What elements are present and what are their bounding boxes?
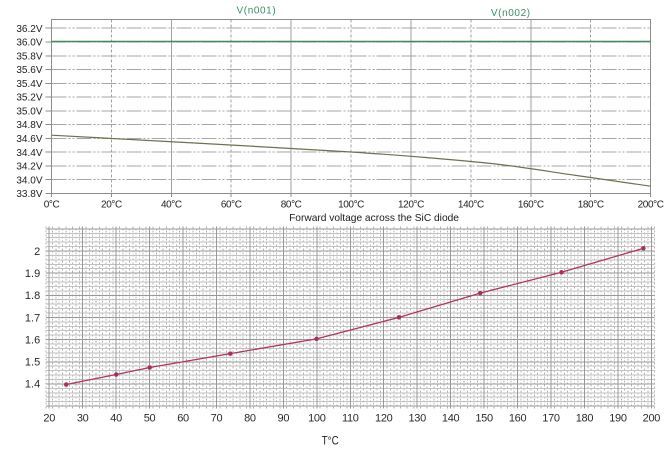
svg-text:150: 150 <box>475 413 493 425</box>
svg-text:40°C: 40°C <box>161 200 182 211</box>
svg-text:34.4V: 34.4V <box>16 148 42 159</box>
svg-text:33.8V: 33.8V <box>16 189 42 200</box>
svg-text:36.0V: 36.0V <box>16 38 42 49</box>
svg-text:100: 100 <box>308 413 326 425</box>
svg-text:35.8V: 35.8V <box>16 51 42 62</box>
svg-text:140°C: 140°C <box>458 200 484 211</box>
svg-text:1.4: 1.4 <box>25 379 40 391</box>
svg-text:T°C: T°C <box>322 435 339 448</box>
svg-text:1.6: 1.6 <box>25 334 40 346</box>
svg-text:130: 130 <box>408 413 426 425</box>
svg-text:1.8: 1.8 <box>25 290 40 302</box>
svg-text:1.9: 1.9 <box>25 268 40 280</box>
svg-text:60°C: 60°C <box>221 200 242 211</box>
svg-text:170: 170 <box>542 413 560 425</box>
svg-text:2: 2 <box>34 246 40 258</box>
svg-text:35.6V: 35.6V <box>16 65 42 76</box>
svg-text:80°C: 80°C <box>281 200 302 211</box>
svg-text:Forward voltage across the SiC: Forward voltage across the SiC diode <box>289 213 459 224</box>
svg-text:70: 70 <box>211 413 223 425</box>
svg-text:1.7: 1.7 <box>25 312 40 324</box>
svg-text:34.0V: 34.0V <box>16 175 42 186</box>
svg-text:80: 80 <box>244 413 256 425</box>
svg-text:120: 120 <box>375 413 393 425</box>
svg-text:200°C: 200°C <box>638 200 664 211</box>
svg-text:40: 40 <box>110 413 122 425</box>
svg-text:100°C: 100°C <box>338 200 364 211</box>
svg-text:200: 200 <box>643 413 661 425</box>
svg-text:35.2V: 35.2V <box>16 93 42 104</box>
svg-text:190: 190 <box>609 413 627 425</box>
svg-text:1.5: 1.5 <box>25 357 40 369</box>
svg-text:34.8V: 34.8V <box>16 120 42 131</box>
svg-text:160: 160 <box>509 413 527 425</box>
svg-text:34.6V: 34.6V <box>16 134 42 145</box>
svg-text:36.2V: 36.2V <box>16 24 42 35</box>
svg-text:34.2V: 34.2V <box>16 162 42 173</box>
svg-text:90: 90 <box>278 413 290 425</box>
svg-text:30: 30 <box>77 413 89 425</box>
svg-text:20: 20 <box>43 413 55 425</box>
svg-text:140: 140 <box>442 413 460 425</box>
svg-text:V(n001): V(n001) <box>237 5 277 16</box>
svg-text:60: 60 <box>177 413 189 425</box>
svg-text:35.0V: 35.0V <box>16 106 42 117</box>
svg-text:35.4V: 35.4V <box>16 79 42 90</box>
svg-text:20°C: 20°C <box>101 200 122 211</box>
svg-text:V(n002): V(n002) <box>491 8 531 19</box>
svg-text:180°C: 180°C <box>578 200 604 211</box>
svg-text:0°C: 0°C <box>44 200 60 211</box>
svg-text:50: 50 <box>144 413 156 425</box>
svg-text:110: 110 <box>342 413 359 425</box>
svg-text:160°C: 160°C <box>518 200 544 211</box>
svg-text:120°C: 120°C <box>398 200 424 211</box>
svg-text:180: 180 <box>576 413 594 425</box>
